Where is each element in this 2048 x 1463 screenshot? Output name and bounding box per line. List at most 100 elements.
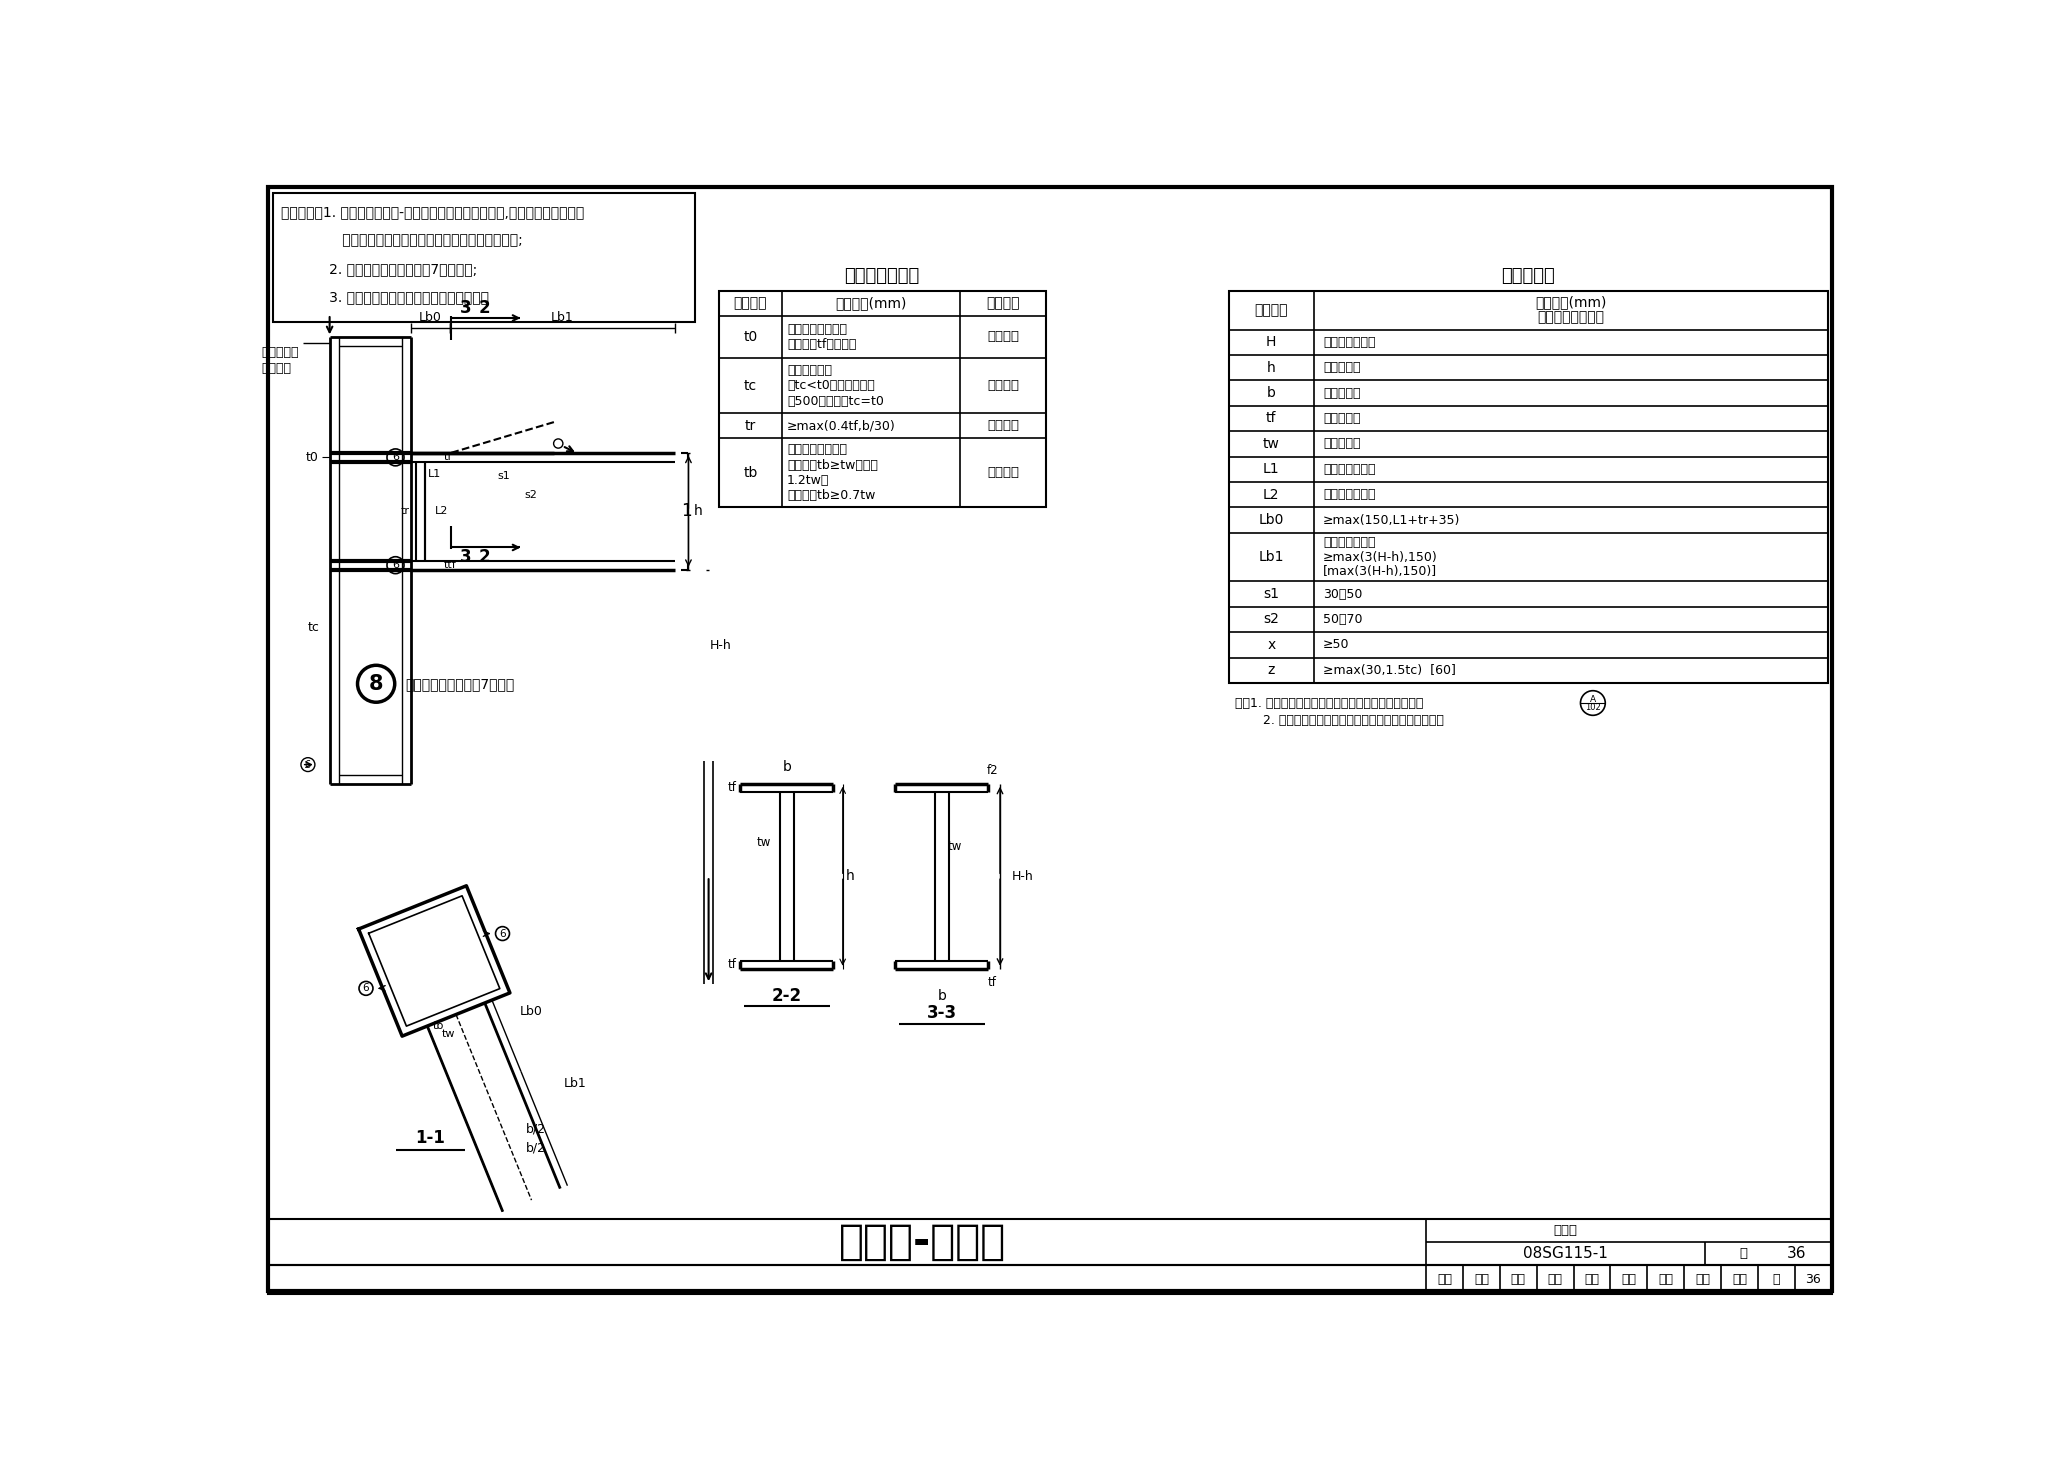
Text: s1: s1 <box>1264 587 1280 601</box>
Text: 8: 8 <box>369 674 383 693</box>
Text: 柱截面壁厚：: 柱截面壁厚： <box>786 364 831 377</box>
Text: 腹板连接板厚度：: 腹板连接板厚度： <box>786 443 848 456</box>
Text: L1: L1 <box>428 468 440 478</box>
Text: b: b <box>938 989 946 1002</box>
Text: 参数名称: 参数名称 <box>1255 303 1288 317</box>
Text: h: h <box>694 505 702 518</box>
Text: tf: tf <box>444 452 453 462</box>
Text: z: z <box>1268 663 1276 677</box>
Text: tr: tr <box>401 506 410 516</box>
Text: 各500范围内取tc=t0: 各500范围内取tc=t0 <box>786 395 885 408</box>
Text: 板厚取值(mm): 板厚取值(mm) <box>836 297 907 310</box>
Text: 王喆: 王喆 <box>1733 1273 1747 1286</box>
Text: 1: 1 <box>680 502 692 521</box>
Text: 参数取值(mm): 参数取值(mm) <box>1536 296 1606 309</box>
Bar <box>1229 291 1827 683</box>
Text: Lb1: Lb1 <box>551 310 573 323</box>
Text: h: h <box>846 869 854 884</box>
Text: Lb1: Lb1 <box>563 1077 586 1090</box>
Bar <box>719 291 1047 508</box>
Text: 与柱相同: 与柱相同 <box>987 379 1020 392</box>
Text: 梁截面高度: 梁截面高度 <box>1323 361 1360 375</box>
Text: 36: 36 <box>1786 1246 1806 1261</box>
Bar <box>268 1265 1831 1295</box>
Text: 节点区未标注焊缝为7号焊缝: 节点区未标注焊缝为7号焊缝 <box>406 677 514 691</box>
Text: t0: t0 <box>305 451 319 464</box>
Text: 汇交梁最大梁高: 汇交梁最大梁高 <box>1323 336 1376 348</box>
Text: L2: L2 <box>436 506 449 516</box>
Text: 3: 3 <box>459 298 471 317</box>
Text: 页: 页 <box>1739 1246 1747 1260</box>
Text: 30～50: 30～50 <box>1323 588 1362 600</box>
Text: H-h: H-h <box>1012 870 1034 882</box>
Text: x: x <box>1268 638 1276 652</box>
Text: 2: 2 <box>479 547 489 566</box>
Text: tf: tf <box>727 958 737 971</box>
Text: 与梁相同: 与梁相同 <box>987 467 1020 480</box>
Text: Lb1: Lb1 <box>1260 550 1284 565</box>
Text: b: b <box>1268 386 1276 399</box>
Text: tw: tw <box>756 835 770 849</box>
Text: 2: 2 <box>479 298 489 317</box>
Text: 腹板连接板高度: 腹板连接板高度 <box>1323 489 1376 502</box>
Bar <box>272 193 696 322</box>
Text: ≥max(0.4tf,b/30): ≥max(0.4tf,b/30) <box>786 420 895 432</box>
Text: h: h <box>1268 361 1276 375</box>
Text: 6: 6 <box>500 929 506 939</box>
Text: 柱加劲隔板厚度：: 柱加劲隔板厚度： <box>786 323 848 335</box>
Text: 楔形梁段长度：: 楔形梁段长度： <box>1323 535 1376 549</box>
Text: s1: s1 <box>498 471 510 481</box>
Text: 节点参数表: 节点参数表 <box>1501 266 1554 285</box>
Text: Lb0: Lb0 <box>420 310 442 323</box>
Text: b/2: b/2 <box>526 1122 547 1135</box>
Text: H: H <box>1266 335 1276 350</box>
Bar <box>268 1219 1831 1265</box>
Text: 1.2tw；: 1.2tw； <box>786 474 829 487</box>
Text: 梁翼缘宽度: 梁翼缘宽度 <box>1323 386 1360 399</box>
Text: 6: 6 <box>305 759 311 770</box>
Text: [max(3(H-h),150)]: [max(3(H-h),150)] <box>1323 565 1438 578</box>
Text: f2: f2 <box>987 764 997 777</box>
Text: tw: tw <box>948 840 963 853</box>
Text: 设计: 设计 <box>1659 1273 1673 1286</box>
Text: 板厚符号: 板厚符号 <box>733 297 768 310</box>
Text: ≥50: ≥50 <box>1323 638 1350 651</box>
Text: 刘岩: 刘岩 <box>1585 1273 1599 1286</box>
Text: tf: tf <box>727 781 737 794</box>
Text: 注：1. 腹板连接板选用形式及与柱的连接方式详见节点: 注：1. 腹板连接板选用形式及与柱的连接方式详见节点 <box>1235 696 1423 710</box>
Text: ≥max(150,L1+tr+35): ≥max(150,L1+tr+35) <box>1323 514 1460 527</box>
Text: 页: 页 <box>1774 1273 1780 1286</box>
Text: L1: L1 <box>1264 462 1280 477</box>
Text: 审核: 审核 <box>1438 1273 1452 1286</box>
Text: 6: 6 <box>391 560 399 571</box>
Text: tc: tc <box>307 622 319 633</box>
Text: 节点钢板厚度表: 节点钢板厚度表 <box>844 266 920 285</box>
Text: 限制值［参考值］: 限制值［参考值］ <box>1538 310 1604 325</box>
Text: L2: L2 <box>1264 487 1280 502</box>
Text: 顶层钢柱延
伸到此处: 顶层钢柱延 伸到此处 <box>262 347 299 375</box>
Text: tb: tb <box>432 1021 444 1031</box>
Text: 36: 36 <box>1804 1273 1821 1286</box>
Text: tw: tw <box>442 1028 455 1039</box>
Text: 与梁相同: 与梁相同 <box>987 420 1020 432</box>
Text: t0: t0 <box>743 329 758 344</box>
Text: ttf: ttf <box>442 560 457 571</box>
Text: 双剪时，tb≥0.7tw: 双剪时，tb≥0.7tw <box>786 490 874 502</box>
Text: tb: tb <box>743 465 758 480</box>
Text: tr: tr <box>745 418 756 433</box>
Text: ≥max(30,1.5tc)  [60]: ≥max(30,1.5tc) [60] <box>1323 664 1456 677</box>
Text: tf: tf <box>1266 411 1276 426</box>
Text: ≥max(3(H-h),150): ≥max(3(H-h),150) <box>1323 550 1438 563</box>
Text: 梁腹板厚度: 梁腹板厚度 <box>1323 437 1360 451</box>
Text: 6: 6 <box>391 452 399 462</box>
Text: Lb0: Lb0 <box>520 1005 543 1018</box>
Text: b: b <box>782 759 791 774</box>
Text: b/2: b/2 <box>526 1141 547 1154</box>
Text: 3: 3 <box>459 547 471 566</box>
Text: 102: 102 <box>1585 704 1602 712</box>
Text: 2. 地震设防烈度不宜高于7度地震区;: 2. 地震设防烈度不宜高于7度地震区; <box>281 262 477 277</box>
Text: 对岩: 对岩 <box>1622 1273 1636 1286</box>
Text: 中林: 中林 <box>1511 1273 1526 1286</box>
Text: 2. 节点图中梁、柱平面定位关系由平面布置图确定。: 2. 节点图中梁、柱平面定位关系由平面布置图确定。 <box>1235 714 1444 727</box>
Text: 材质要求: 材质要求 <box>987 297 1020 310</box>
